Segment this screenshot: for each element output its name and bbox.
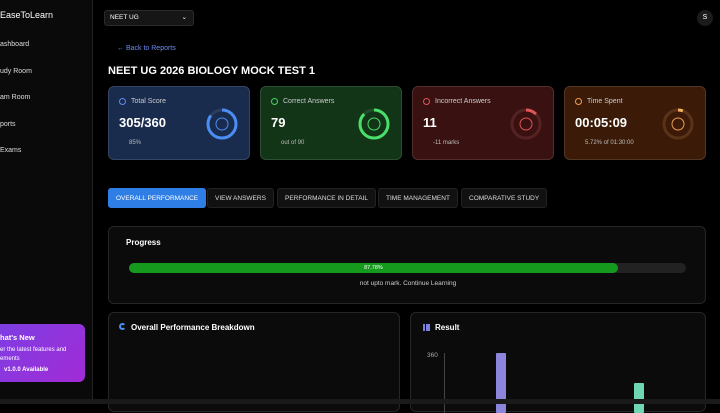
avatar[interactable]: S <box>697 10 713 26</box>
taskbar <box>0 399 720 404</box>
card-sub: 85% <box>129 140 142 146</box>
score-card: Total Score 305/360 85% <box>108 86 250 160</box>
nav-item[interactable]: udy Room <box>0 68 32 75</box>
icon <box>271 98 278 105</box>
card-label: Incorrect Answers <box>435 98 491 105</box>
icon <box>423 98 430 105</box>
ring <box>662 108 694 140</box>
chevron: ⌄ <box>181 14 187 21</box>
sidebar: EaseToLearn ashboard udy Room am Room po… <box>0 0 93 404</box>
time-card: Time Spent 00:05:09 5.72% of 01:30:00 <box>564 86 706 160</box>
icon <box>423 324 430 331</box>
tab[interactable]: TIME MANAGEMENT <box>378 188 458 208</box>
exam-select[interactable]: NEET UG ⌄ <box>104 10 194 26</box>
nav-item[interactable]: ports <box>0 121 16 128</box>
result-bar <box>634 383 644 413</box>
breakdown-panel: Overall Performance Breakdown <box>108 312 400 412</box>
tab[interactable]: PERFORMANCE IN DETAIL <box>277 188 376 208</box>
icon <box>119 323 126 330</box>
ring <box>206 108 238 140</box>
brand: EaseToLearn <box>0 10 54 20</box>
back-link[interactable]: ← Back to Reports <box>117 45 176 52</box>
card-label: Total Score <box>131 98 167 105</box>
tab[interactable]: COMPARATIVE STUDY <box>461 188 548 208</box>
correct-card: Correct Answers 79 out of 90 <box>260 86 402 160</box>
result-panel: Result 360 <box>410 312 706 413</box>
progress-fill: 87.78% <box>129 263 618 273</box>
axis-line <box>444 353 445 413</box>
page-title: NEET UG 2026 BIOLOGY MOCK TEST 1 <box>108 65 316 77</box>
icon <box>119 98 126 105</box>
card-sub: -11 marks <box>433 140 460 146</box>
card-sub: out of 90 <box>281 140 305 146</box>
progress-label: 87.78% <box>364 265 383 271</box>
incorrect-card: Incorrect Answers 11 -11 marks <box>412 86 554 160</box>
back-text: Back to Reports <box>125 45 176 52</box>
promo-text: er the latest features and <box>0 347 67 353</box>
card-value: 79 <box>271 115 286 130</box>
nav-item[interactable]: ashboard <box>0 41 30 48</box>
promo-title: hat's New <box>0 333 35 342</box>
axis-label: 360 <box>427 352 438 359</box>
ring <box>358 108 390 140</box>
result-bar <box>496 353 506 413</box>
card-value: 11 <box>423 115 437 130</box>
promo-text: ements <box>0 356 20 362</box>
nav-item[interactable]: Exams <box>0 147 22 154</box>
tab[interactable]: VIEW ANSWERS <box>207 188 274 208</box>
breakdown-title: Overall Performance Breakdown <box>131 323 255 332</box>
progress-message: not upto mark. Continue Learning <box>359 280 457 287</box>
card-label: Correct Answers <box>283 98 335 105</box>
progress-title: Progress <box>126 238 161 247</box>
promo-version: v1.0.0 Available <box>4 367 49 373</box>
progress-panel: Progress 87.78% not upto mark. Continue … <box>108 226 706 304</box>
card-sub: 5.72% of 01:30:00 <box>585 140 634 146</box>
card-value: 305/360 <box>119 115 166 130</box>
result-title: Result <box>435 323 460 332</box>
nav-item[interactable]: am Room <box>0 94 31 101</box>
icon <box>575 98 582 105</box>
ring <box>510 108 542 140</box>
tab-active[interactable]: OVERALL PERFORMANCE <box>108 188 207 208</box>
progress-track: 87.78% <box>129 263 686 273</box>
card-value: 00:05:09 <box>575 115 628 130</box>
card-label: Time Spent <box>587 98 623 105</box>
promo-card[interactable]: hat's New er the latest features and eme… <box>0 324 85 382</box>
exam-select-text: NEET UG <box>110 14 139 21</box>
